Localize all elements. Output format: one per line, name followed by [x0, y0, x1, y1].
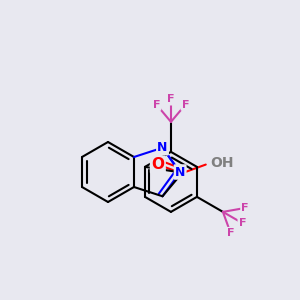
Text: O: O	[151, 157, 164, 172]
Text: N: N	[157, 141, 168, 154]
Text: F: F	[182, 100, 189, 110]
Text: F: F	[227, 228, 234, 238]
Text: OH: OH	[210, 156, 233, 170]
Text: F: F	[241, 203, 249, 213]
Text: F: F	[167, 94, 175, 104]
Text: F: F	[238, 218, 246, 228]
Text: F: F	[153, 100, 160, 110]
Text: N: N	[175, 166, 185, 178]
